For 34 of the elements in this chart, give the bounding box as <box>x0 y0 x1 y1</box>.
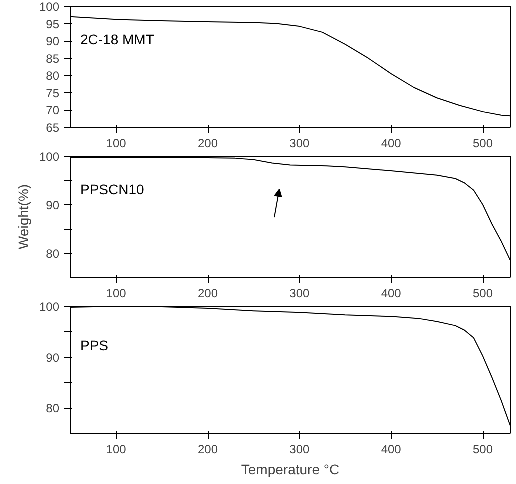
x-tick-label: 500 <box>472 286 494 300</box>
x-tick-label: 300 <box>290 442 310 456</box>
y-tick-label: 90 <box>46 34 60 49</box>
y-tick-label: 100 <box>39 0 60 14</box>
y-tick-label: 95 <box>46 17 60 32</box>
y-tick-label: 65 <box>46 121 60 135</box>
x-tick-label: 500 <box>472 442 494 456</box>
x-tick-label: 100 <box>106 442 127 456</box>
x-axis-title: Temperature °C <box>241 462 340 478</box>
x-tick-label: 200 <box>198 136 218 150</box>
x-tick-label: 500 <box>472 136 494 150</box>
y-tick-label: 90 <box>46 198 60 212</box>
x-tick-label: 400 <box>381 442 402 456</box>
x-tick-label: 200 <box>198 286 218 300</box>
y-tick-label: 85 <box>46 52 60 66</box>
y-tick-label: 100 <box>39 300 60 314</box>
x-tick-label: 100 <box>106 136 127 150</box>
y-tick-label: 90 <box>46 350 60 365</box>
y-tick-label: 80 <box>46 69 60 84</box>
y-tick-label: 80 <box>46 246 60 261</box>
x-tick-label: 400 <box>381 136 402 150</box>
x-tick-label: 400 <box>381 286 402 300</box>
legend-label: PPS <box>80 338 109 354</box>
x-tick-label: 100 <box>106 286 127 300</box>
x-tick-label: 300 <box>290 286 310 300</box>
y-tick-label: 75 <box>46 86 60 100</box>
y-tick-label: 100 <box>39 150 60 164</box>
y-tick-label: 70 <box>46 104 60 118</box>
x-tick-label: 300 <box>290 136 310 150</box>
legend-label: PPSCN10 <box>80 182 145 198</box>
legend-label: 2C-18 MMT <box>80 32 155 48</box>
y-tick-label: 80 <box>46 402 60 416</box>
x-tick-label: 200 <box>198 442 218 456</box>
y-axis-title: Weight(%) <box>15 184 32 250</box>
